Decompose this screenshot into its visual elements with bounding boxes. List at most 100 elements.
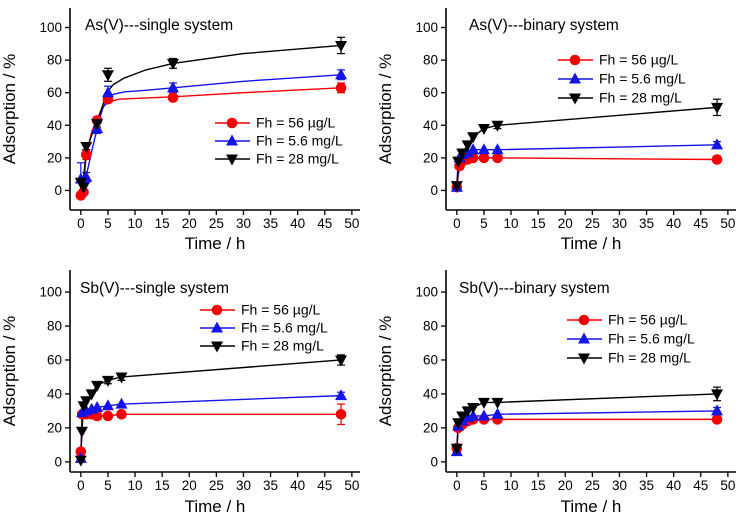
data-point-blue xyxy=(335,68,348,80)
chart-as-binary-system: 0 5 10 15 20 25 30 35 40 45 50 0 20 40 60 80 100 Time / h… xyxy=(376,8,736,253)
data-point-red xyxy=(711,414,723,425)
legend-marker-red xyxy=(226,117,238,129)
data-point-red xyxy=(75,446,87,457)
chart-sb-binary-system: 0 5 10 15 20 25 30 35 40 45 50 0 20 40 60 80 100 Time / h… xyxy=(376,270,736,516)
x-tick-label: 25 xyxy=(585,478,600,493)
x-tick-label: 30 xyxy=(612,216,627,231)
data-point-black xyxy=(456,148,469,160)
x-tick-label: 50 xyxy=(344,216,359,231)
data-point-black xyxy=(91,380,104,392)
y-tick-label: 0 xyxy=(430,454,438,469)
data-point-red xyxy=(80,149,92,160)
data-point-red xyxy=(116,408,127,420)
data-point-black xyxy=(335,40,348,52)
chart-as-single-system: 0 5 10 15 20 25 30 35 40 45 50 0 20 40 60 80 100 Time / h… xyxy=(0,8,360,253)
data-point-black xyxy=(450,181,463,193)
legend-label: Fh = 28 mg/L xyxy=(241,338,324,354)
data-point-blue xyxy=(491,143,504,155)
x-axis-label: Time / h xyxy=(561,234,622,253)
legend-label: Fh = 28 mg/L xyxy=(608,350,691,366)
x-tick-label: 45 xyxy=(693,478,708,493)
legend-marker-red xyxy=(578,314,590,326)
panel-sb-binary: 0 5 10 15 20 25 30 35 40 45 50 0 20 40 60 80 100 Time / h… xyxy=(376,260,751,520)
y-tick-label: 0 xyxy=(430,183,438,198)
data-point-black xyxy=(450,443,463,455)
x-tick-label: 10 xyxy=(504,216,519,231)
legend-label: Fh = 56 µg/L xyxy=(241,302,320,318)
x-tick-label: 30 xyxy=(236,216,251,231)
x-tick-label: 5 xyxy=(104,478,112,493)
y-tick-label: 40 xyxy=(423,118,438,133)
data-point-red xyxy=(335,408,347,420)
legend-marker-black xyxy=(226,154,238,166)
y-axis-label: Adsorption / % xyxy=(0,316,19,427)
data-point-black xyxy=(74,455,87,467)
x-tick-label: 45 xyxy=(317,478,332,493)
y-tick-label: 80 xyxy=(423,53,438,68)
panel-title: Sb(V)---binary system xyxy=(459,280,610,297)
data-point-black xyxy=(491,120,504,132)
legend-label: Fh = 5.6 mg/L xyxy=(256,133,343,149)
legend-marker-red xyxy=(211,304,223,316)
data-point-blue xyxy=(711,404,724,416)
x-tick-label: 40 xyxy=(290,216,305,231)
data-point-red xyxy=(167,92,179,103)
chart-sb-single-system: 0 5 10 15 20 25 30 35 40 45 50 0 20 40 60 80 100 Time / h… xyxy=(0,270,360,516)
y-tick-label: 0 xyxy=(54,183,62,198)
x-tick-label: 5 xyxy=(104,216,112,231)
legend-marker-blue xyxy=(569,72,581,84)
x-tick-label: 20 xyxy=(182,478,197,493)
legend-label: Fh = 5.6 mg/L xyxy=(599,71,686,87)
data-point-blue xyxy=(467,143,480,155)
y-tick-label: 0 xyxy=(54,454,62,469)
legend-marker-red xyxy=(569,54,581,66)
data-point-black xyxy=(711,389,724,401)
x-tick-label: 35 xyxy=(639,216,654,231)
x-tick-label: 0 xyxy=(453,478,461,493)
y-tick-label: 20 xyxy=(47,150,62,165)
data-point-red xyxy=(492,152,503,164)
legend-marker-blue xyxy=(226,134,238,146)
x-tick-label: 25 xyxy=(209,216,224,231)
legend-marker-blue xyxy=(211,321,223,333)
x-tick-label: 25 xyxy=(209,478,224,493)
y-tick-label: 80 xyxy=(423,319,438,334)
x-tick-label: 20 xyxy=(558,478,573,493)
x-tick-label: 40 xyxy=(666,216,681,231)
x-tick-label: 0 xyxy=(453,216,461,231)
data-point-black xyxy=(166,58,179,70)
y-tick-label: 20 xyxy=(47,420,62,435)
data-point-black xyxy=(491,397,504,409)
y-tick-label: 100 xyxy=(39,20,62,35)
legend-label: Fh = 5.6 mg/L xyxy=(608,331,695,347)
legend-label: Fh = 56 µg/L xyxy=(256,115,335,131)
x-tick-label: 45 xyxy=(693,216,708,231)
data-point-blue xyxy=(91,400,104,412)
y-tick-label: 100 xyxy=(415,20,438,35)
legend-label: Fh = 56 µg/L xyxy=(608,312,687,328)
data-point-black xyxy=(456,411,469,423)
y-axis-label: Adsorption / % xyxy=(0,54,19,165)
data-point-black xyxy=(452,418,465,430)
y-tick-label: 40 xyxy=(47,118,62,133)
legend-label: Fh = 56 µg/L xyxy=(599,52,678,68)
y-tick-label: 40 xyxy=(47,386,62,401)
x-tick-label: 10 xyxy=(504,478,519,493)
panel-as-binary: 0 5 10 15 20 25 30 35 40 45 50 0 20 40 60 80 100 Time / h… xyxy=(376,0,751,260)
data-point-red xyxy=(711,154,723,165)
y-tick-label: 60 xyxy=(423,85,438,100)
data-point-blue xyxy=(491,407,504,419)
legend-marker-blue xyxy=(578,332,590,344)
x-tick-label: 0 xyxy=(77,216,85,231)
x-tick-label: 15 xyxy=(155,216,170,231)
x-tick-label: 10 xyxy=(128,216,143,231)
panel-sb-single: 0 5 10 15 20 25 30 35 40 45 50 0 20 40 60 80 100 Time / h… xyxy=(0,260,376,520)
x-axis-label: Time / h xyxy=(561,497,622,516)
data-point-red xyxy=(335,82,347,94)
panel-as-single: 0 5 10 15 20 25 30 35 40 45 50 0 20 40 60 80 100 Time / h… xyxy=(0,0,376,260)
x-tick-label: 15 xyxy=(531,478,546,493)
data-point-blue xyxy=(711,138,724,150)
data-point-black xyxy=(467,132,480,144)
x-axis-label: Time / h xyxy=(185,497,246,516)
x-tick-label: 35 xyxy=(639,478,654,493)
